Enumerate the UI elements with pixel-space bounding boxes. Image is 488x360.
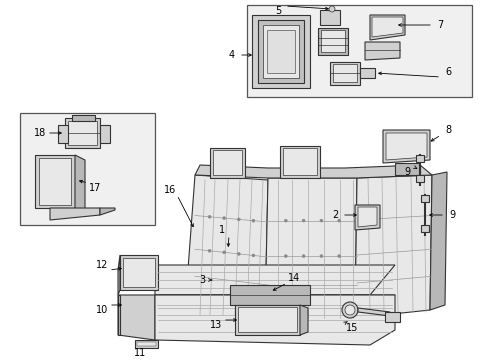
Bar	[246, 5, 471, 97]
Polygon shape	[299, 305, 307, 335]
Polygon shape	[75, 155, 85, 213]
Polygon shape	[394, 163, 419, 175]
Polygon shape	[213, 150, 242, 175]
Polygon shape	[184, 175, 267, 320]
Circle shape	[319, 219, 322, 222]
Circle shape	[208, 249, 211, 252]
Polygon shape	[357, 308, 389, 316]
Circle shape	[328, 6, 334, 12]
Polygon shape	[229, 285, 309, 305]
Polygon shape	[209, 148, 244, 178]
Polygon shape	[317, 28, 347, 55]
Polygon shape	[384, 312, 399, 322]
Polygon shape	[364, 42, 399, 60]
Circle shape	[319, 255, 322, 258]
Polygon shape	[65, 118, 100, 148]
Text: 16: 16	[163, 185, 176, 195]
Polygon shape	[118, 295, 120, 335]
Polygon shape	[354, 175, 431, 318]
Polygon shape	[369, 15, 404, 40]
Polygon shape	[72, 115, 95, 121]
Polygon shape	[100, 125, 110, 143]
Polygon shape	[420, 225, 428, 232]
Polygon shape	[195, 165, 431, 178]
Polygon shape	[359, 68, 374, 78]
Polygon shape	[415, 175, 423, 182]
Polygon shape	[39, 158, 71, 205]
Polygon shape	[280, 146, 319, 178]
Polygon shape	[120, 255, 158, 290]
Circle shape	[345, 305, 354, 315]
Circle shape	[302, 255, 305, 258]
Polygon shape	[264, 178, 356, 320]
Text: 3: 3	[199, 275, 204, 285]
Polygon shape	[332, 64, 356, 82]
Polygon shape	[118, 255, 120, 295]
Text: 11: 11	[134, 348, 146, 358]
Polygon shape	[320, 30, 345, 52]
Polygon shape	[420, 195, 428, 202]
Polygon shape	[137, 342, 156, 346]
Text: 9: 9	[403, 167, 409, 177]
Circle shape	[251, 219, 254, 222]
Polygon shape	[415, 155, 423, 162]
Polygon shape	[235, 305, 299, 335]
Circle shape	[284, 219, 287, 222]
Text: 17: 17	[89, 183, 101, 193]
Circle shape	[341, 302, 357, 318]
Text: 4: 4	[228, 50, 235, 60]
Polygon shape	[263, 25, 298, 78]
Polygon shape	[382, 130, 429, 163]
Text: 9: 9	[448, 210, 454, 220]
Polygon shape	[429, 172, 446, 310]
Text: 7: 7	[436, 20, 442, 30]
Polygon shape	[118, 295, 155, 340]
Text: 18: 18	[34, 128, 46, 138]
Polygon shape	[385, 133, 426, 160]
Text: 2: 2	[331, 210, 337, 220]
Text: 6: 6	[444, 67, 450, 77]
Polygon shape	[354, 205, 379, 230]
Circle shape	[302, 219, 305, 222]
Polygon shape	[266, 30, 294, 73]
Text: 1: 1	[219, 225, 224, 235]
Polygon shape	[50, 208, 100, 220]
Polygon shape	[35, 155, 75, 208]
Polygon shape	[251, 15, 309, 88]
Circle shape	[237, 218, 240, 221]
Circle shape	[222, 217, 225, 220]
Text: 14: 14	[287, 273, 300, 283]
Polygon shape	[357, 207, 376, 227]
Polygon shape	[155, 295, 394, 330]
Circle shape	[251, 254, 254, 257]
Text: 5: 5	[274, 6, 281, 16]
Polygon shape	[238, 307, 296, 332]
Text: 13: 13	[209, 320, 222, 330]
Polygon shape	[123, 258, 155, 287]
Polygon shape	[58, 125, 68, 143]
Text: 15: 15	[345, 323, 357, 333]
Text: 8: 8	[444, 125, 450, 135]
Circle shape	[208, 215, 211, 218]
Polygon shape	[258, 20, 304, 83]
Polygon shape	[68, 121, 97, 145]
Text: 10: 10	[96, 305, 108, 315]
Polygon shape	[319, 10, 339, 25]
Circle shape	[284, 255, 287, 258]
Polygon shape	[283, 148, 316, 175]
Polygon shape	[135, 340, 158, 348]
Polygon shape	[329, 62, 359, 85]
Polygon shape	[155, 295, 394, 345]
Circle shape	[222, 251, 225, 254]
Circle shape	[337, 255, 340, 258]
Bar	[20, 113, 155, 225]
Circle shape	[237, 252, 240, 255]
Polygon shape	[100, 208, 115, 215]
Polygon shape	[371, 17, 402, 37]
Polygon shape	[155, 265, 394, 295]
Circle shape	[337, 219, 340, 222]
Text: 12: 12	[96, 260, 108, 270]
